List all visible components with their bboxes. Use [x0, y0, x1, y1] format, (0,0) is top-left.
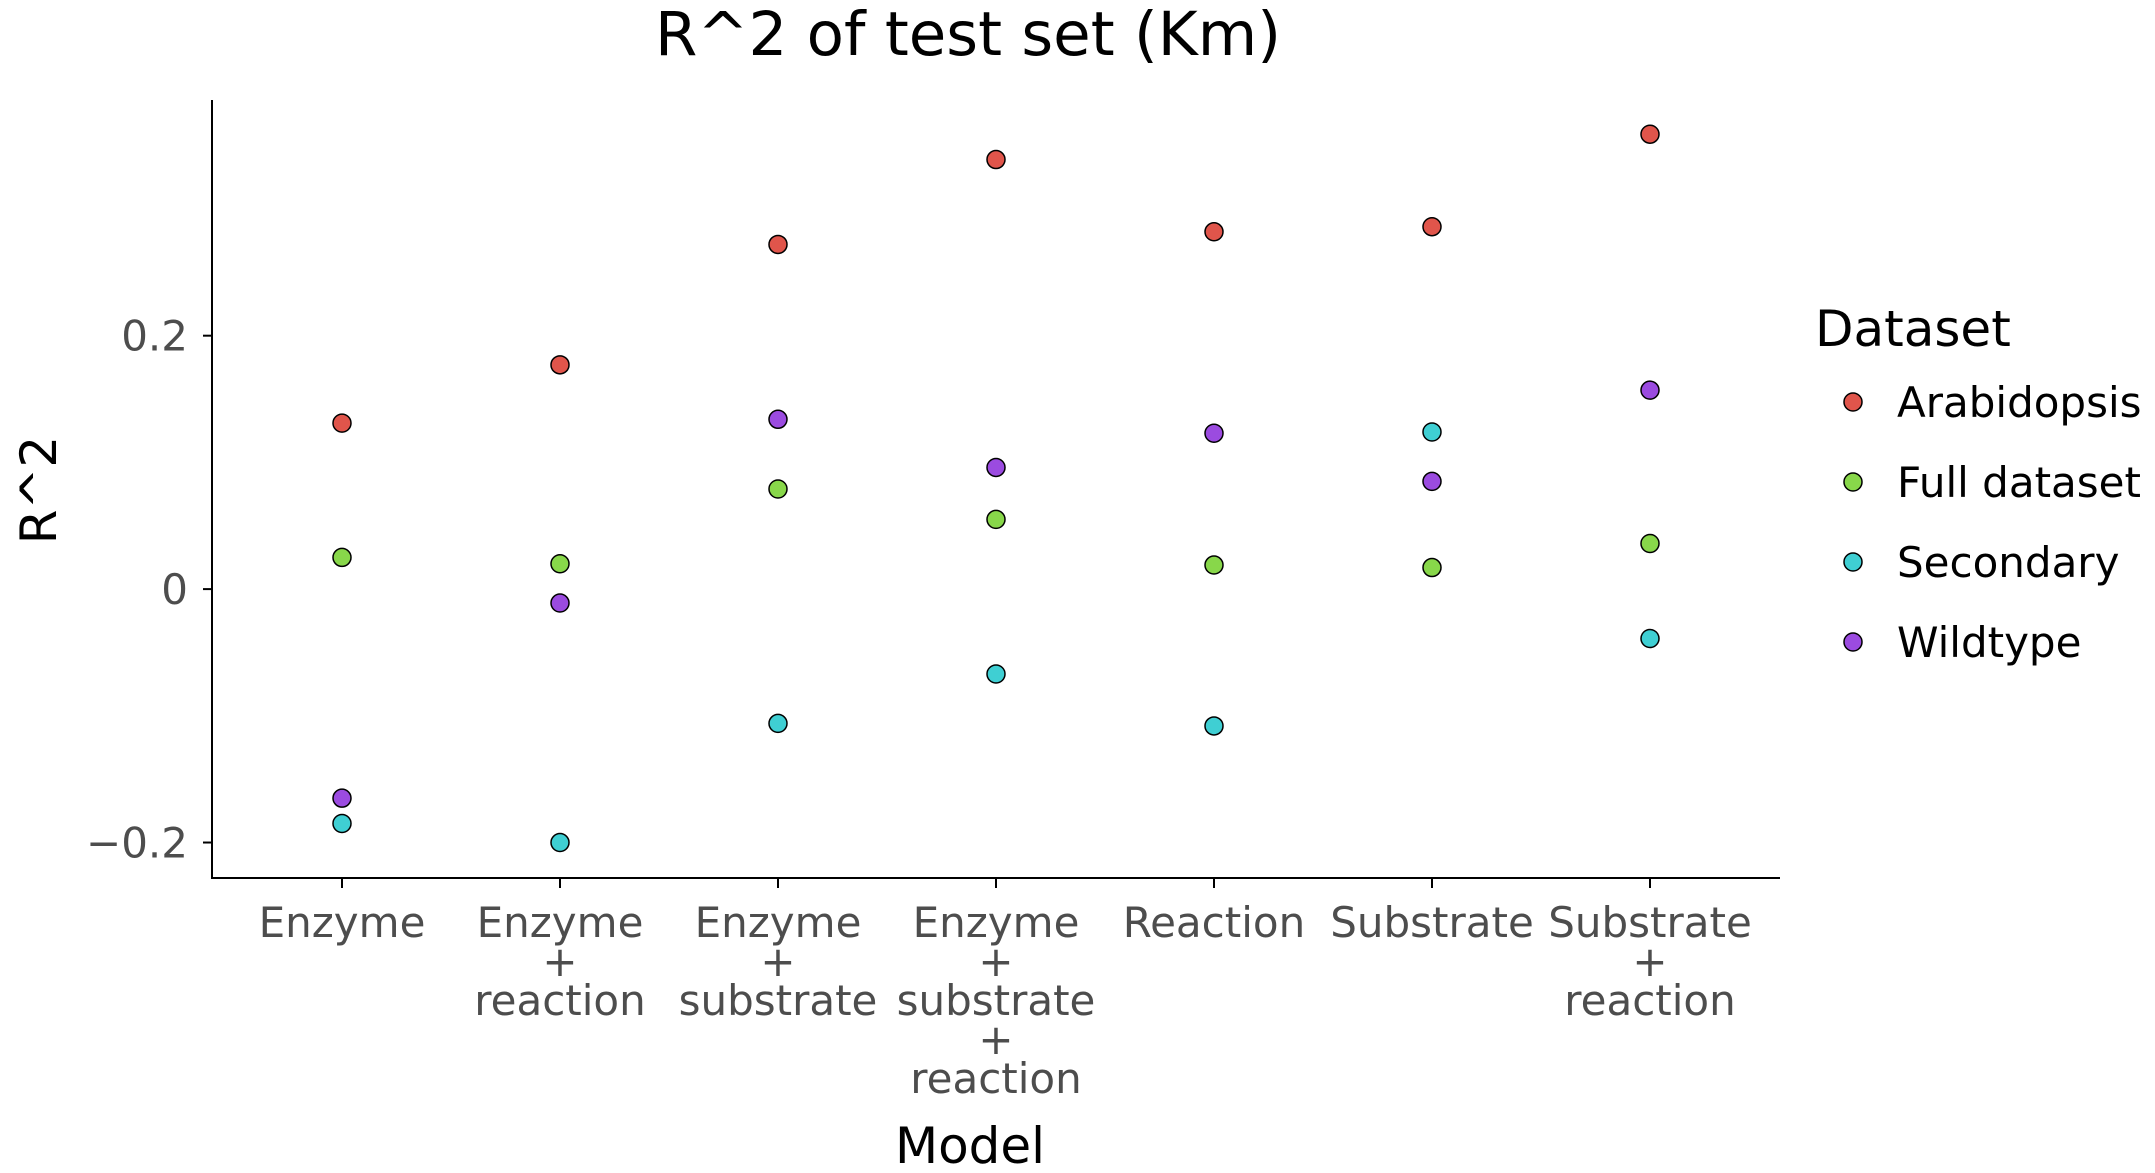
data-points: [332, 124, 1660, 853]
legend-label: Secondary: [1897, 538, 2119, 587]
axes: [211, 100, 1780, 879]
point-secondary: [550, 832, 570, 853]
y-tick-label: 0: [161, 565, 188, 614]
y-axis-title: R^2: [10, 436, 68, 544]
point-wildtype: [1204, 423, 1224, 443]
x-tick-label: Enzyme: [695, 898, 862, 947]
legend-title: Dataset: [1815, 300, 2011, 358]
x-tick-label: +: [978, 937, 1013, 986]
point-arabidopsis: [1640, 124, 1660, 144]
x-tick-label: reaction: [474, 976, 645, 1025]
x-axis-title: Model: [895, 1117, 1045, 1173]
legend: Dataset Arabidopsis Full dataset Secondary…: [1815, 300, 2142, 667]
point-wildtype: [768, 409, 788, 430]
x-tick-label: Enzyme: [259, 898, 426, 947]
point-secondary: [986, 664, 1006, 684]
point-full-dataset: [550, 554, 570, 574]
point-arabidopsis: [550, 355, 570, 375]
x-tick-label: substrate: [679, 976, 878, 1025]
x-tick-label: +: [978, 1015, 1013, 1064]
x-tick-label: reaction: [1564, 976, 1735, 1025]
point-wildtype: [1422, 471, 1442, 492]
point-wildtype: [1640, 380, 1660, 400]
point-secondary: [332, 813, 352, 834]
point-secondary: [768, 713, 788, 734]
point-arabidopsis: [986, 149, 1006, 170]
point-secondary: [1640, 628, 1660, 649]
legend-items: Arabidopsis Full dataset Secondary Wildtype: [1843, 378, 2142, 667]
legend-label: Full dataset: [1897, 458, 2141, 507]
legend-key: [1843, 632, 1863, 652]
y-ticks: −0.2 0 0.2: [86, 312, 212, 868]
point-full-dataset: [1422, 557, 1442, 578]
point-arabidopsis: [768, 234, 788, 255]
x-tick-label: +: [542, 937, 577, 986]
point-arabidopsis: [1422, 216, 1442, 237]
x-tick-label: +: [760, 937, 795, 986]
x-tick-label: Enzyme: [477, 898, 644, 947]
legend-label: Wildtype: [1897, 618, 2081, 667]
point-wildtype: [986, 457, 1006, 478]
point-full-dataset: [1204, 555, 1224, 575]
point-full-dataset: [986, 509, 1006, 530]
x-ticks: Enzyme Enzyme+reactionEnzyme+substrateEnz…: [259, 878, 1752, 1103]
x-tick-label: Reaction: [1123, 898, 1305, 947]
point-full-dataset: [332, 547, 352, 568]
x-tick-label: reaction: [910, 1054, 1081, 1103]
legend-key: [1843, 472, 1863, 492]
x-tick-label: +: [1632, 937, 1667, 986]
legend-key: [1843, 552, 1863, 572]
legend-label: Arabidopsis: [1897, 378, 2142, 427]
point-arabidopsis: [1204, 222, 1224, 242]
y-tick-label: 0.2: [121, 312, 188, 361]
point-secondary: [1422, 422, 1442, 442]
y-tick-label: −0.2: [86, 819, 188, 868]
legend-key: [1843, 392, 1863, 412]
point-secondary: [1204, 716, 1224, 736]
point-wildtype: [332, 788, 352, 808]
x-tick-label: substrate: [897, 976, 1096, 1025]
x-tick-label: Substrate: [1548, 898, 1752, 947]
point-arabidopsis: [332, 413, 352, 433]
x-tick-label: Enzyme: [913, 898, 1080, 947]
chart-title: R^2 of test set (Km): [655, 0, 1281, 70]
point-full-dataset: [1640, 533, 1660, 554]
point-full-dataset: [768, 479, 788, 499]
point-wildtype: [550, 593, 570, 613]
x-tick-label: Substrate: [1330, 898, 1534, 947]
